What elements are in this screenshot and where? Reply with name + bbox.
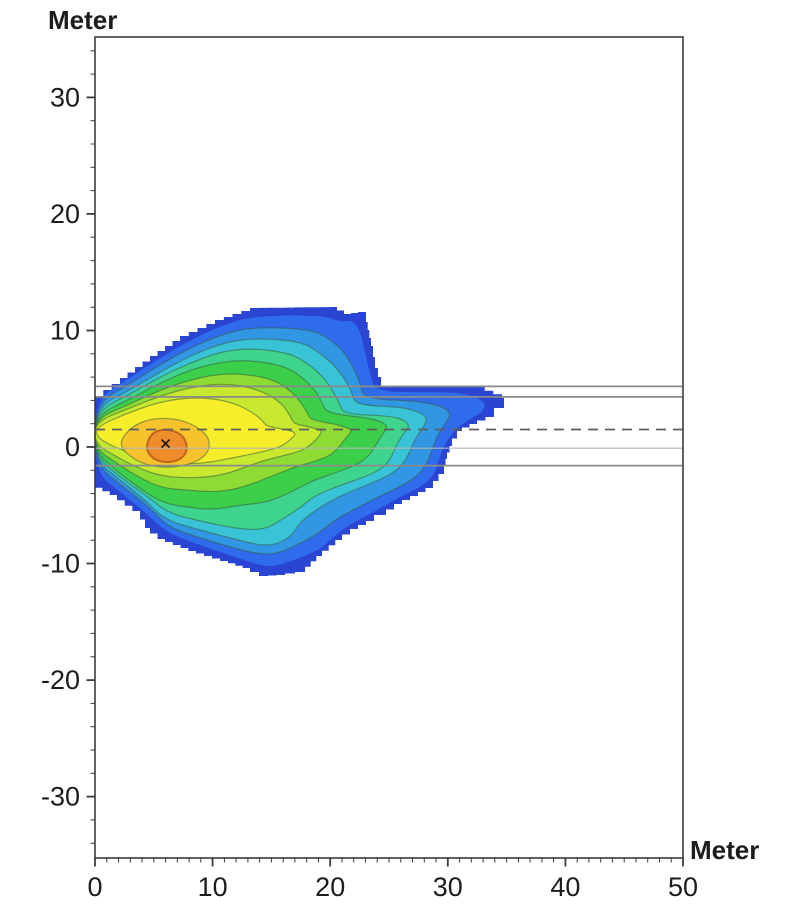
y-axis-title: Meter — [48, 5, 117, 35]
y-tick-label: 10 — [50, 316, 80, 346]
source-x-marker — [160, 438, 171, 449]
y-tick-label: -30 — [41, 782, 80, 812]
x-tick-label: 50 — [668, 872, 698, 902]
y-tick-label: -10 — [41, 549, 80, 579]
contour-bands — [94, 307, 504, 576]
axis-labels: Meter Meter — [48, 5, 759, 865]
axis-ticks: 30 20 10 0 -10 -20 -30 0 10 20 30 40 50 — [41, 50, 698, 902]
x-tick-label: 30 — [433, 872, 463, 902]
reference-lines — [95, 385, 683, 467]
y-tick-label: 30 — [50, 82, 80, 112]
x-tick-label: 20 — [315, 872, 345, 902]
x-tick-label: 10 — [198, 872, 228, 902]
x-tick-label: 0 — [87, 872, 102, 902]
y-tick-label: -20 — [41, 665, 80, 695]
y-tick-label: 0 — [65, 432, 80, 462]
y-tick-label: 20 — [50, 199, 80, 229]
x-axis-title: Meter — [690, 835, 759, 865]
source-marker-group — [160, 438, 171, 449]
contour-band-10 — [145, 428, 188, 464]
x-tick-label: 40 — [550, 872, 580, 902]
